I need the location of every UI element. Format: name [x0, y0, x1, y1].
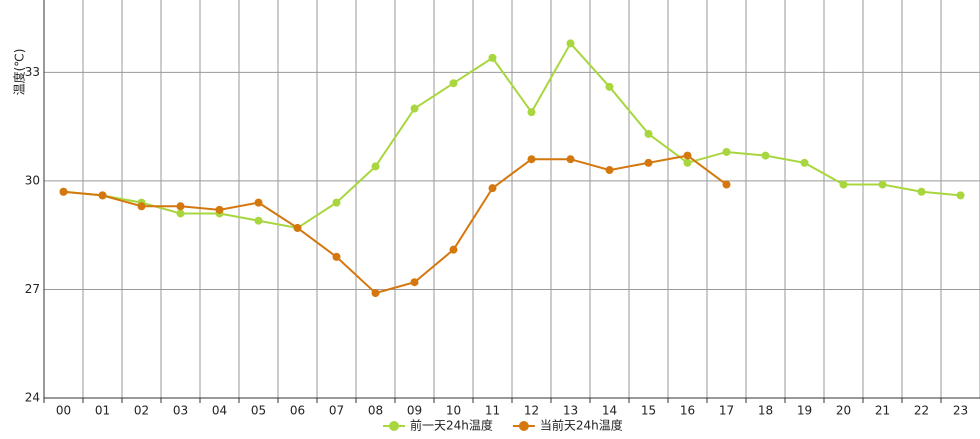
x-tick-label: 04	[212, 404, 227, 418]
y-axis-label: 温度(℃)	[12, 49, 27, 96]
legend-label: 前一天24h温度	[410, 418, 493, 433]
x-tick-label: 00	[56, 404, 71, 418]
series-line	[63, 154, 728, 295]
data-point	[137, 202, 146, 211]
data-point	[293, 223, 302, 232]
x-tick-label: 08	[368, 404, 383, 418]
data-point	[566, 155, 575, 164]
data-point	[176, 202, 185, 211]
data-point	[644, 129, 653, 138]
data-point	[800, 158, 809, 167]
x-tick-label: 05	[251, 404, 266, 418]
data-point	[878, 180, 887, 189]
x-tick-label: 07	[329, 404, 344, 418]
data-point	[488, 184, 497, 193]
data-point	[98, 191, 107, 200]
data-point	[605, 82, 614, 91]
x-tick-label: 17	[719, 404, 734, 418]
y-tick-label: 30	[25, 173, 40, 187]
data-point	[722, 180, 731, 189]
data-point	[956, 191, 965, 200]
x-tick-label: 12	[524, 404, 539, 418]
data-point	[605, 166, 614, 175]
data-point	[371, 289, 380, 298]
data-point	[410, 278, 419, 287]
data-point	[410, 104, 419, 113]
y-tick-label: 27	[25, 282, 40, 296]
x-tick-label: 06	[290, 404, 305, 418]
series-line	[63, 41, 961, 230]
y-tick-label: 24	[25, 391, 40, 405]
data-point	[917, 187, 926, 196]
x-tick-label: 21	[875, 404, 890, 418]
data-point	[332, 252, 341, 261]
x-tick-label: 13	[563, 404, 578, 418]
data-point	[215, 205, 224, 214]
data-point	[254, 198, 263, 207]
data-point	[449, 245, 458, 254]
x-tick-label: 11	[485, 404, 500, 418]
data-point	[683, 158, 692, 167]
x-tick-label: 01	[95, 404, 110, 418]
x-tick-label: 20	[836, 404, 851, 418]
x-tick-label: 10	[446, 404, 461, 418]
x-tick-label: 14	[602, 404, 617, 418]
data-point	[59, 187, 68, 196]
x-tick-label: 23	[953, 404, 968, 418]
data-point	[449, 79, 458, 88]
data-point	[176, 209, 185, 218]
data-point	[683, 151, 692, 160]
x-tick-label: 15	[641, 404, 656, 418]
x-tick-label: 19	[797, 404, 812, 418]
x-tick-label: 16	[680, 404, 695, 418]
x-tick-label: 02	[134, 404, 149, 418]
data-point	[644, 158, 653, 167]
legend-marker	[518, 421, 529, 431]
y-tick-label: 33	[25, 65, 40, 79]
data-point	[722, 147, 731, 156]
data-point	[527, 108, 536, 117]
data-point	[527, 155, 536, 164]
x-tick-label: 22	[914, 404, 929, 418]
data-point	[839, 180, 848, 189]
data-point	[332, 198, 341, 207]
data-point	[371, 162, 380, 171]
x-tick-label: 18	[758, 404, 773, 418]
legend-label: 当前天24h温度	[540, 418, 623, 433]
x-tick-label: 09	[407, 404, 422, 418]
data-point	[761, 151, 770, 160]
data-point	[566, 39, 575, 48]
data-point	[254, 216, 263, 225]
x-tick-label: 03	[173, 404, 188, 418]
legend-marker	[389, 421, 399, 431]
data-point	[488, 53, 497, 62]
